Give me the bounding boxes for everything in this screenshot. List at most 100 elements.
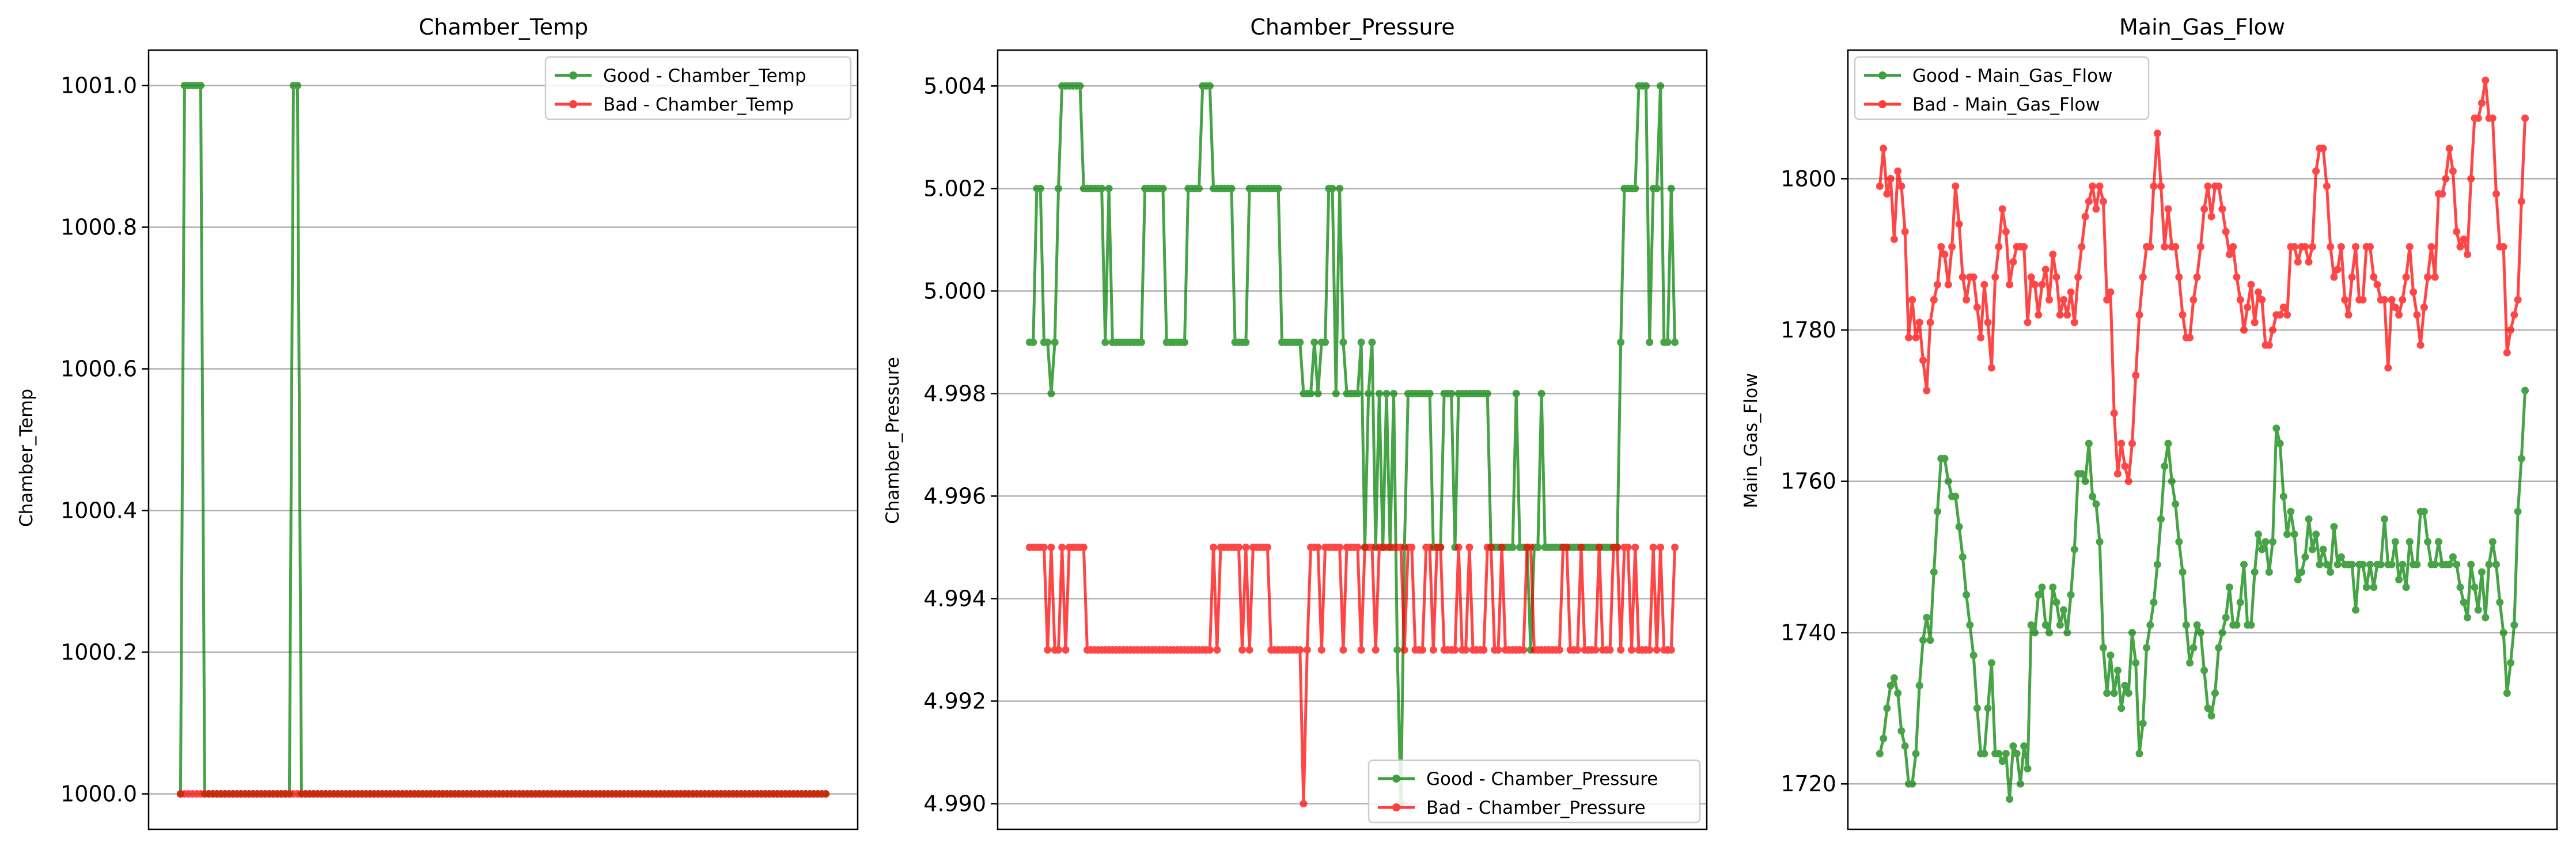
data-point	[1930, 296, 1938, 304]
data-point	[2200, 205, 2208, 213]
data-point	[2172, 243, 2180, 251]
data-point	[2456, 583, 2464, 591]
data-point	[1649, 543, 1657, 551]
data-point	[2204, 182, 2212, 190]
data-point	[2070, 318, 2078, 327]
data-point	[1671, 543, 1679, 551]
data-point	[2453, 227, 2461, 236]
data-point	[2359, 296, 2367, 304]
data-point	[1274, 184, 1282, 192]
data-point	[2113, 470, 2122, 478]
data-point	[2272, 424, 2280, 433]
data-point	[2009, 742, 2017, 750]
chart-chamber-temp: Chamber_Temp Chamber_Temp 1000.01000.210…	[16, 14, 859, 830]
data-point	[2395, 311, 2403, 319]
data-point	[2442, 174, 2450, 183]
data-point	[2352, 606, 2359, 614]
data-point	[2467, 174, 2475, 183]
data-point	[1365, 389, 1373, 397]
data-point	[1044, 338, 1052, 346]
data-point	[2107, 651, 2115, 659]
data-point	[1494, 646, 1502, 654]
data-point	[2002, 227, 2010, 236]
data-point	[2517, 198, 2525, 206]
data-point	[1400, 646, 1408, 654]
data-point	[2391, 304, 2399, 312]
data-point	[1664, 338, 1672, 346]
data-point	[2492, 560, 2500, 568]
data-point	[2405, 538, 2414, 546]
data-point	[2002, 750, 2010, 758]
legend-entry	[1378, 775, 1415, 783]
data-point	[2215, 644, 2223, 652]
data-point	[2092, 205, 2100, 213]
data-point	[1498, 543, 1506, 551]
data-point	[2388, 560, 2396, 568]
data-point	[2279, 492, 2287, 500]
data-point	[1044, 646, 1052, 654]
data-point	[2391, 538, 2399, 546]
data-point	[2017, 780, 2024, 788]
data-point	[2124, 689, 2132, 697]
data-point	[1487, 543, 1495, 551]
data-point	[2236, 598, 2244, 606]
data-point	[2413, 311, 2421, 319]
data-point	[1055, 646, 1062, 654]
series-line	[1029, 84, 1677, 805]
data-point	[1998, 757, 2006, 765]
data-point	[2261, 538, 2270, 546]
data-point	[2503, 689, 2511, 697]
data-point	[1228, 184, 1236, 192]
data-point	[1555, 646, 1563, 654]
data-point	[2233, 273, 2241, 281]
data-point	[1328, 184, 1336, 192]
data-point	[1051, 338, 1059, 346]
data-point	[2269, 326, 2276, 334]
data-point	[2381, 296, 2388, 304]
data-point	[2258, 545, 2266, 553]
data-point	[1483, 389, 1491, 397]
data-point	[2128, 629, 2136, 636]
series-bad-chamber-pressure	[1025, 543, 1679, 807]
data-point	[2290, 243, 2298, 251]
data-point	[1437, 543, 1445, 551]
data-point	[2434, 538, 2442, 546]
data-point	[2521, 114, 2529, 122]
data-point	[2074, 273, 2082, 281]
data-point	[2294, 576, 2302, 583]
data-point	[1563, 543, 1571, 551]
legend-label: Bad - Chamber_Temp	[603, 94, 794, 115]
data-point	[1036, 184, 1044, 192]
y-tick-label: 1000.4	[60, 498, 137, 523]
data-point	[1930, 568, 1938, 576]
legend-label: Good - Chamber_Pressure	[1426, 769, 1658, 790]
series-good-main-gas-flow	[1876, 386, 2529, 803]
data-point	[1973, 704, 1981, 712]
data-point	[1937, 243, 1945, 251]
data-point	[1941, 454, 1949, 462]
data-point	[1948, 243, 1956, 251]
chart-main-gas-flow: Main_Gas_Flow Main_Gas_Flow 1720 1740 1760…	[1741, 14, 2558, 830]
series-good-chamber-pressure	[1025, 82, 1679, 807]
data-point	[1592, 646, 1600, 654]
data-point	[1426, 389, 1434, 397]
data-point	[2211, 689, 2219, 697]
y-tick-label: 1000.6	[60, 356, 137, 382]
legend: Good - Chamber_Temp Bad - Chamber_Temp	[544, 56, 852, 120]
data-point	[1419, 646, 1426, 654]
y-tick-label: 4.992	[923, 688, 986, 714]
data-point	[2117, 704, 2126, 712]
y-tick-label: 5.004	[923, 73, 986, 98]
data-point	[2337, 243, 2345, 251]
data-point	[1631, 184, 1639, 192]
data-point	[2305, 258, 2313, 266]
data-point	[2222, 613, 2230, 621]
y-tick-label: 1001.0	[60, 73, 137, 98]
data-point	[1058, 543, 1066, 551]
data-point	[1159, 184, 1167, 192]
data-point	[2193, 621, 2201, 629]
data-point	[1332, 389, 1340, 397]
data-point	[2070, 545, 2078, 553]
data-point	[2031, 280, 2039, 289]
data-point	[1055, 184, 1062, 192]
